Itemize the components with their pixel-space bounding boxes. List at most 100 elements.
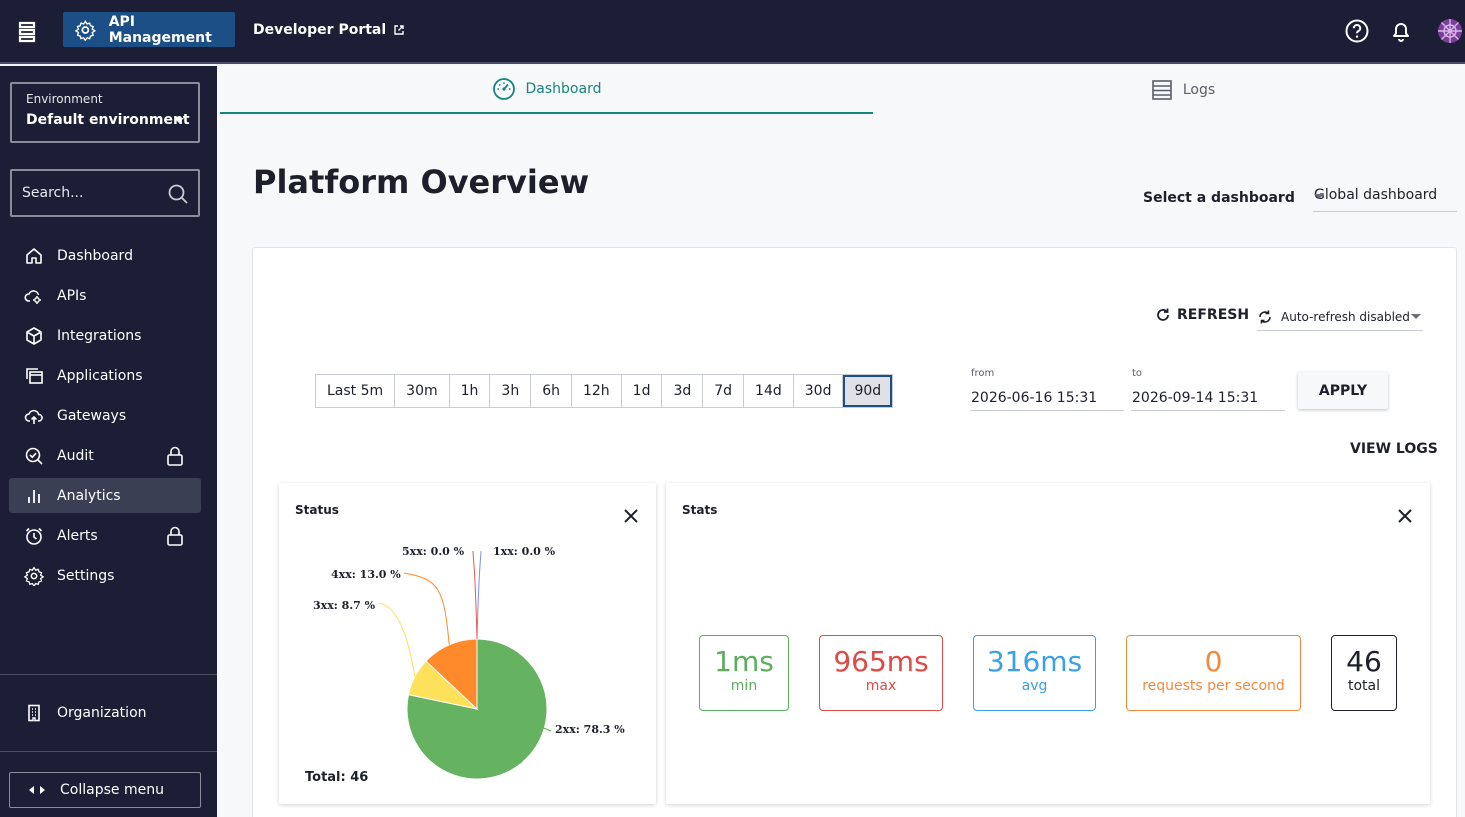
stat-rps: 0 requests per second [1126, 635, 1301, 711]
caret-down-icon [174, 118, 184, 123]
pie-label-4xx: 4xx: 13.0 % [331, 568, 401, 581]
sidebar-divider [0, 751, 217, 752]
sidebar-item-label: Analytics [57, 487, 121, 504]
sidebar-item-organization[interactable]: Organization [9, 695, 201, 730]
stat-label: total [1347, 678, 1380, 694]
view-logs-link[interactable]: VIEW LOGS [1350, 441, 1438, 457]
stat-value: 46 [1346, 645, 1382, 678]
status-pie-chart: 1xx: 0.0 % 2xx: 78.3 % 3xx: 8.7 % 4xx: 13.0… [313, 545, 625, 780]
stats-card: Stats 1ms min 965ms max 316ms avg 0 requ… [666, 483, 1430, 804]
help-icon[interactable] [1344, 18, 1370, 44]
from-date-label: from [971, 368, 995, 379]
collapse-arrows-icon [29, 786, 45, 794]
range-button-3d[interactable]: 3d [662, 375, 704, 407]
collapse-menu-button[interactable]: Collapse menu [9, 772, 201, 808]
gravitee-logo[interactable] [16, 20, 38, 44]
stat-value: 1ms [714, 645, 774, 678]
range-button-3h[interactable]: 3h [490, 375, 532, 407]
sidebar-item-label: Dashboard [57, 247, 133, 264]
range-button-1h[interactable]: 1h [449, 375, 491, 407]
developer-portal-link[interactable]: Developer Portal [253, 12, 405, 47]
pie-label-3xx: 3xx: 8.7 % [313, 599, 376, 612]
auto-refresh-select[interactable]: Auto-refresh disabled [1257, 303, 1423, 331]
notification-bell-icon[interactable] [1388, 18, 1414, 44]
tab-dashboard[interactable]: Dashboard [220, 66, 873, 114]
range-button-1d[interactable]: 1d [621, 375, 663, 407]
tab-dashboard-label: Dashboard [525, 81, 602, 97]
building-icon [23, 702, 45, 724]
environment-value: Default environment [26, 112, 190, 128]
range-button-5m[interactable]: Last 5m [316, 375, 396, 407]
status-card-title: Status [295, 503, 339, 517]
sidebar-item-audit[interactable]: Audit [9, 438, 201, 473]
environment-label: Environment [26, 92, 103, 106]
sidebar-item-label: Settings [57, 567, 115, 584]
refresh-button[interactable]: REFRESH [1155, 307, 1249, 323]
stacked-windows-icon [23, 365, 45, 387]
dashboard-select[interactable]: Global dashboard [1313, 180, 1457, 212]
search-check-icon [23, 445, 45, 467]
tab-bar: Dashboard Logs [217, 66, 1465, 114]
main-content: Dashboard Logs Platform Overview Select … [217, 66, 1465, 817]
sidebar-item-alerts[interactable]: Alerts [9, 518, 201, 553]
to-date-field[interactable]: to 2026-09-14 15:31 [1131, 361, 1285, 411]
gear-icon [23, 565, 45, 587]
search-icon[interactable] [167, 183, 189, 205]
pie-leader-1xx [476, 550, 482, 640]
stats-card-title: Stats [682, 503, 718, 517]
sidebar-item-applications[interactable]: Applications [9, 358, 201, 393]
gear-icon [75, 19, 96, 41]
close-icon[interactable] [624, 509, 638, 523]
list-icon [1152, 80, 1172, 100]
range-button-30d[interactable]: 30d [793, 375, 844, 407]
sidebar-item-integrations[interactable]: Integrations [9, 318, 201, 353]
range-button-6h[interactable]: 6h [531, 375, 572, 407]
avatar[interactable] [1437, 18, 1463, 44]
api-management-button[interactable]: API Management [63, 12, 235, 47]
external-link-icon [394, 24, 404, 35]
cloud-upload-icon [23, 405, 45, 427]
sidebar-item-apis[interactable]: APIs [9, 278, 201, 313]
speedometer-icon [492, 78, 515, 100]
pie-slice-4xx[interactable] [425, 638, 478, 711]
sidebar-item-dashboard[interactable]: Dashboard [9, 238, 201, 273]
sidebar-item-label: APIs [57, 287, 87, 304]
stat-max: 965ms max [819, 635, 943, 711]
sidebar-item-label: Gateways [57, 407, 127, 424]
search-input[interactable] [22, 183, 162, 203]
sync-icon [1259, 310, 1271, 323]
apply-button[interactable]: APPLY [1298, 372, 1388, 409]
auto-refresh-label: Auto-refresh disabled [1281, 309, 1410, 324]
dashboard-select-value: Global dashboard [1314, 187, 1438, 203]
sidebar-item-analytics[interactable]: Analytics [9, 478, 201, 513]
to-date-value: 2026-09-14 15:31 [1132, 390, 1259, 406]
stat-label: requests per second [1142, 678, 1285, 694]
tab-logs[interactable]: Logs [873, 66, 1465, 114]
stat-min: 1ms min [699, 635, 789, 711]
refresh-icon [1157, 308, 1169, 321]
sidebar-item-label: Integrations [57, 327, 142, 344]
close-icon[interactable] [1398, 509, 1412, 523]
sidebar-divider [0, 674, 217, 675]
sidebar-item-gateways[interactable]: Gateways [9, 398, 201, 433]
range-button-12h[interactable]: 12h [571, 375, 622, 407]
sidebar-item-label: Organization [57, 704, 147, 721]
pie-leader-4xx [403, 572, 450, 645]
stat-avg: 316ms avg [973, 635, 1096, 711]
range-button-7d[interactable]: 7d [703, 375, 745, 407]
environment-selector[interactable]: Environment Default environment [10, 82, 200, 143]
bar-chart-icon [23, 485, 45, 507]
page-title: Platform Overview [253, 163, 590, 201]
from-date-field[interactable]: from 2026-06-16 15:31 [970, 361, 1124, 411]
time-range-group: Last 5m 30m 1h 3h 6h 12h 1d 3d 7d 14d 30… [315, 374, 894, 408]
caret-down-icon [1314, 194, 1324, 199]
stat-label: max [865, 678, 897, 694]
range-button-14d[interactable]: 14d [744, 375, 794, 407]
range-button-30m[interactable]: 30m [395, 375, 450, 407]
stat-label: min [730, 678, 758, 694]
cube-icon [23, 325, 45, 347]
range-button-90d[interactable]: 90d [843, 375, 893, 407]
top-bar: API Management Developer Portal [0, 0, 1465, 64]
sidebar-item-settings[interactable]: Settings [9, 558, 201, 593]
pie-label-5xx: 5xx: 0.0 % [402, 545, 465, 558]
